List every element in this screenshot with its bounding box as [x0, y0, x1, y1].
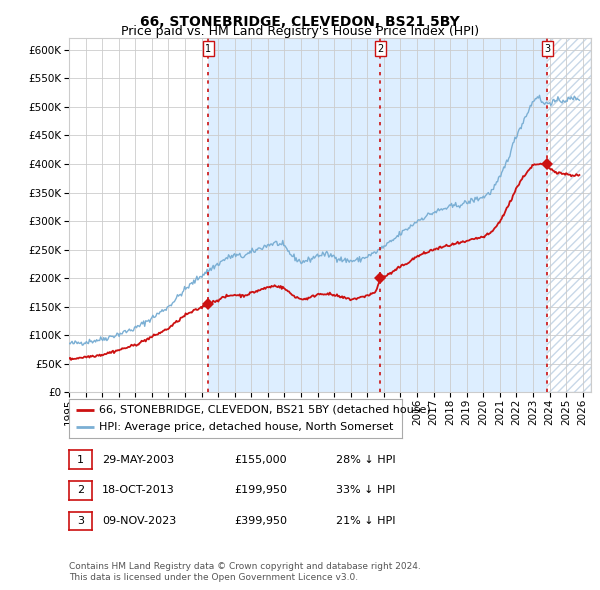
Text: 18-OCT-2013: 18-OCT-2013	[102, 486, 175, 495]
Text: 21% ↓ HPI: 21% ↓ HPI	[336, 516, 395, 526]
Text: 1: 1	[205, 44, 211, 54]
Text: £399,950: £399,950	[234, 516, 287, 526]
Text: 66, STONEBRIDGE, CLEVEDON, BS21 5BY: 66, STONEBRIDGE, CLEVEDON, BS21 5BY	[140, 15, 460, 29]
Text: 3: 3	[544, 44, 550, 54]
Text: HPI: Average price, detached house, North Somerset: HPI: Average price, detached house, Nort…	[99, 422, 394, 432]
Bar	[380, 38, 547, 392]
Text: 1: 1	[77, 455, 84, 464]
Text: Contains HM Land Registry data © Crown copyright and database right 2024.
This d: Contains HM Land Registry data © Crown c…	[69, 562, 421, 582]
Text: 28% ↓ HPI: 28% ↓ HPI	[336, 455, 395, 464]
Text: 09-NOV-2023: 09-NOV-2023	[102, 516, 176, 526]
Text: £199,950: £199,950	[234, 486, 287, 495]
Text: 66, STONEBRIDGE, CLEVEDON, BS21 5BY (detached house): 66, STONEBRIDGE, CLEVEDON, BS21 5BY (det…	[99, 405, 431, 415]
Text: 2: 2	[77, 486, 84, 495]
Bar	[547, 38, 591, 392]
Bar	[208, 38, 380, 392]
Text: 2: 2	[377, 44, 383, 54]
Bar	[547, 38, 591, 392]
Text: 3: 3	[77, 516, 84, 526]
Text: 33% ↓ HPI: 33% ↓ HPI	[336, 486, 395, 495]
Text: Price paid vs. HM Land Registry's House Price Index (HPI): Price paid vs. HM Land Registry's House …	[121, 25, 479, 38]
Text: £155,000: £155,000	[234, 455, 287, 464]
Text: 29-MAY-2003: 29-MAY-2003	[102, 455, 174, 464]
